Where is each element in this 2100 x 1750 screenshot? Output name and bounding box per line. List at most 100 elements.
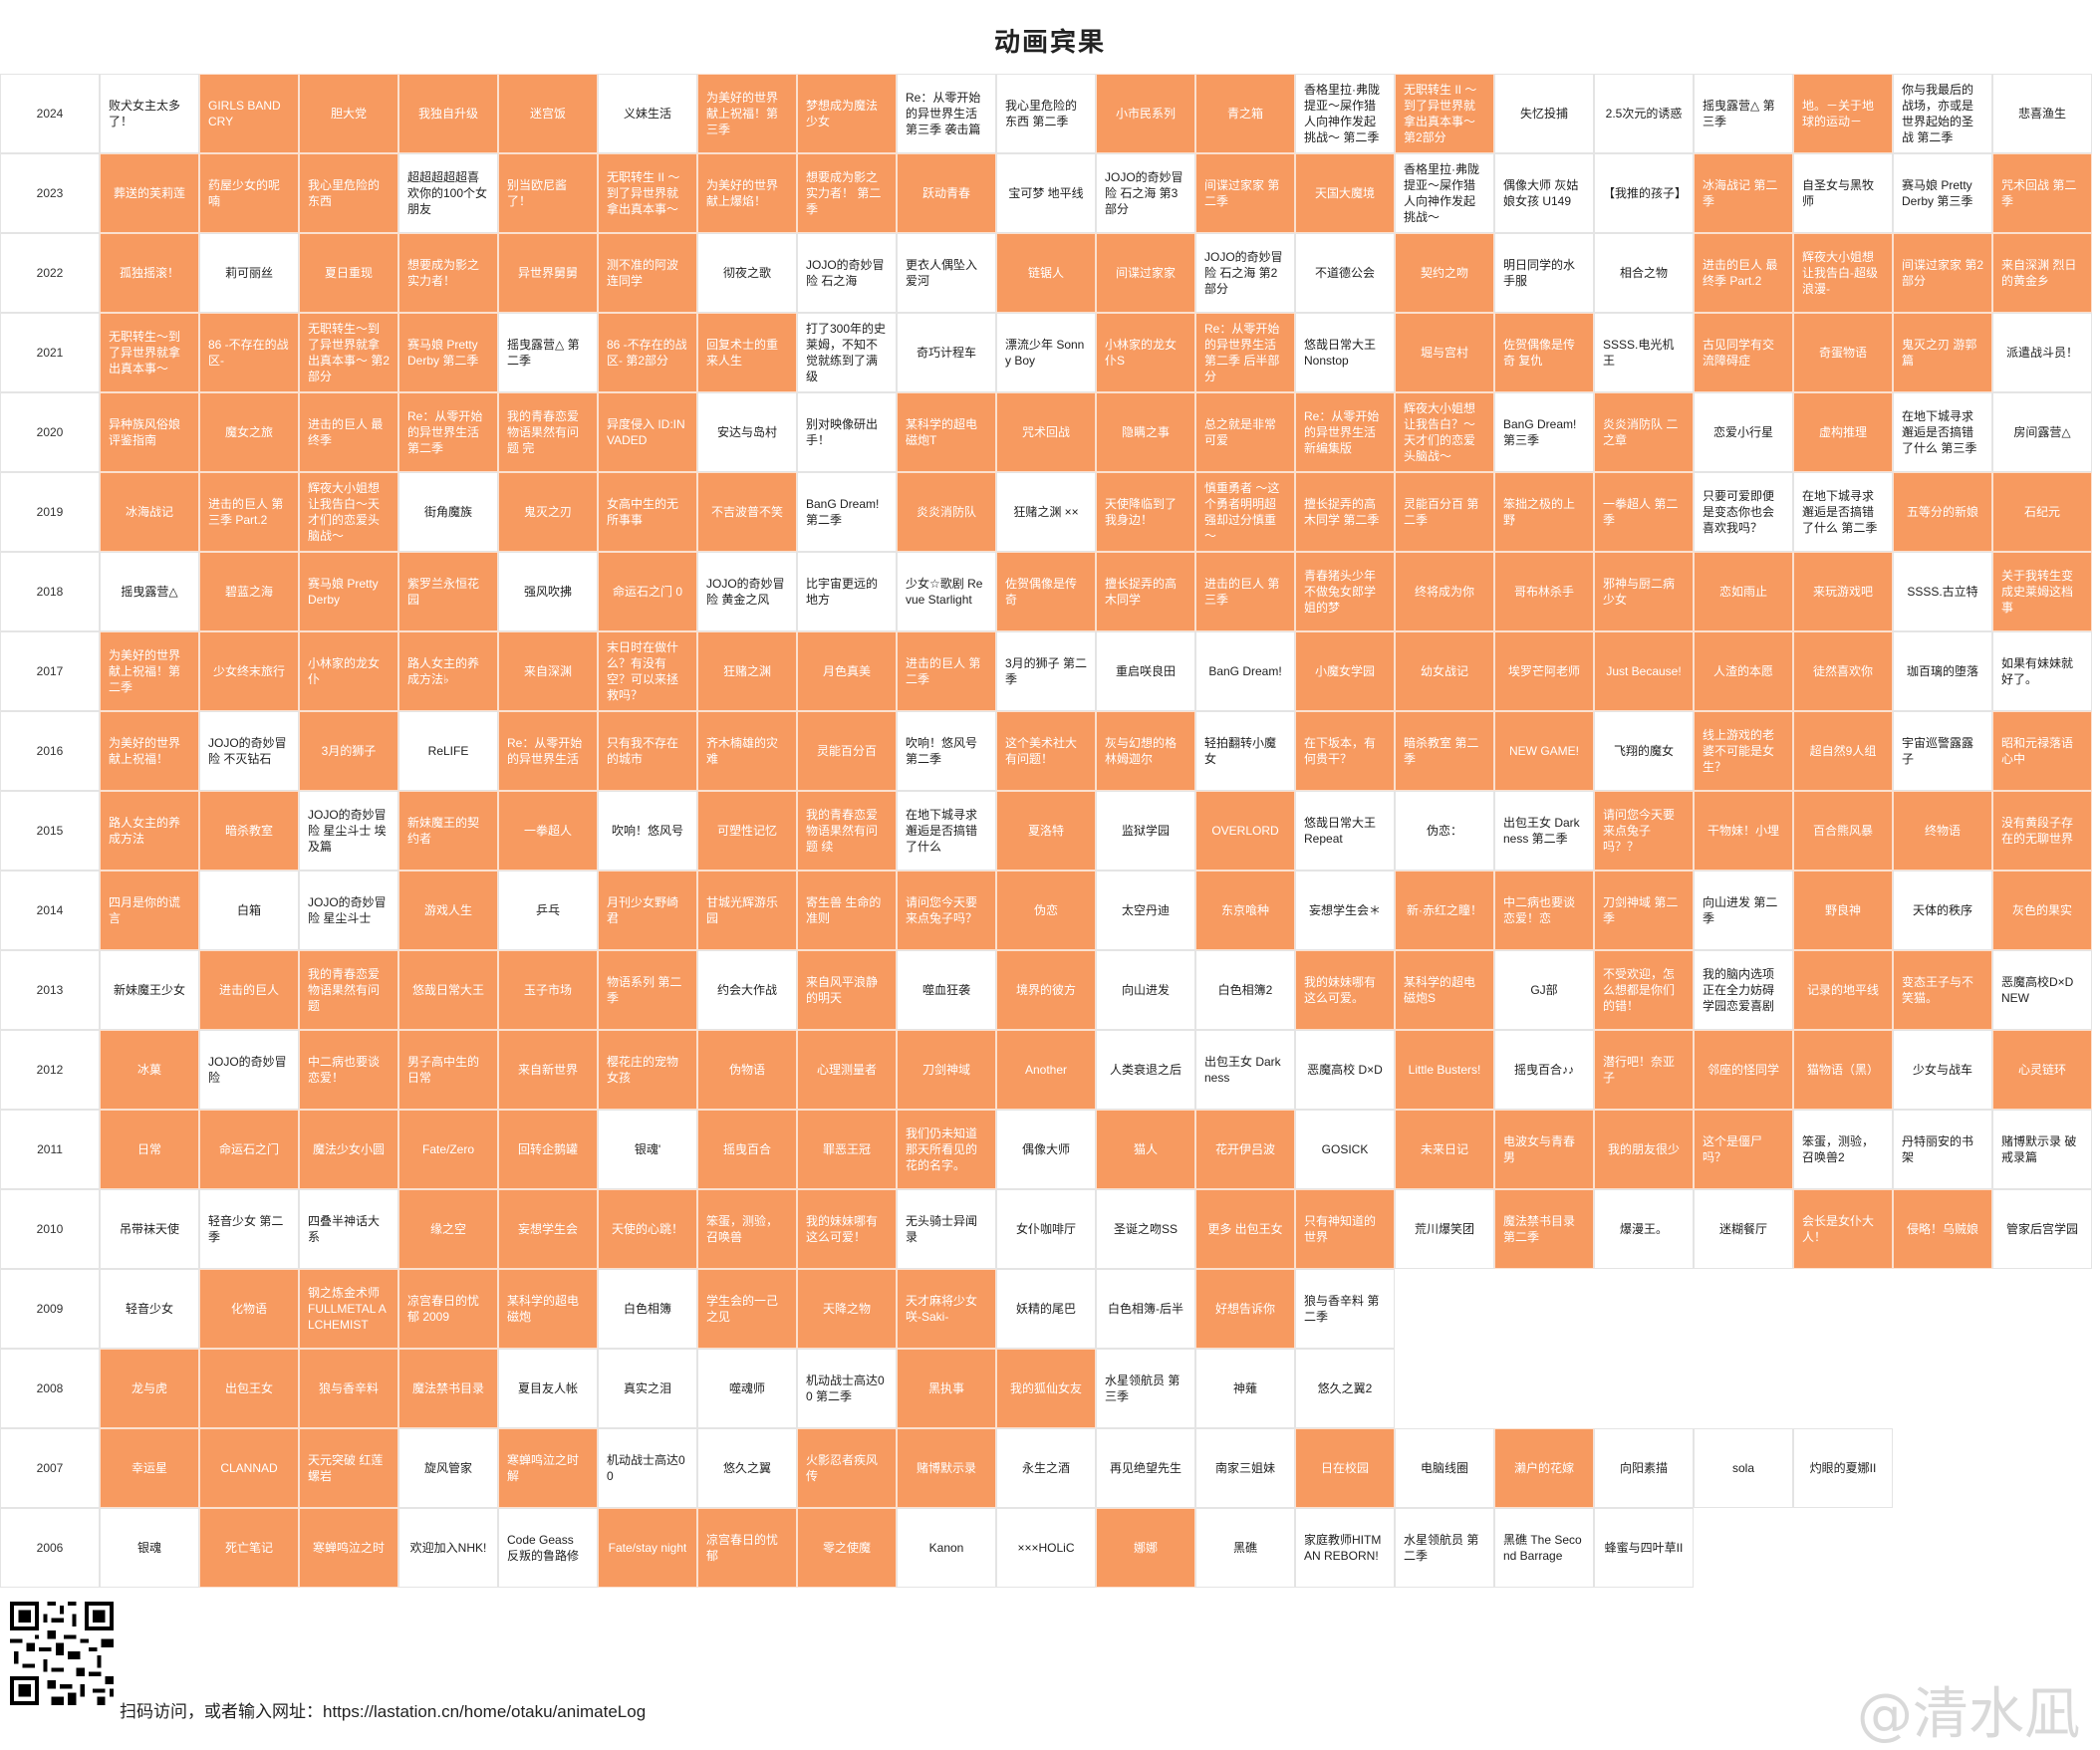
anime-cell[interactable]: 赌博默示录 破戒录篇	[1992, 1110, 2092, 1189]
anime-cell-watched[interactable]: 为美好的世界献上祝福！第三季	[697, 74, 797, 153]
anime-cell-watched[interactable]: 这个是僵尸吗？	[1694, 1110, 1793, 1189]
anime-cell-watched[interactable]: 野良神	[1793, 871, 1893, 950]
anime-cell[interactable]: BanG Dream! 第三季	[1494, 392, 1594, 472]
anime-cell[interactable]: 乒乓	[498, 871, 598, 950]
anime-cell[interactable]: 【我推的孩子】	[1594, 153, 1694, 233]
anime-cell-watched[interactable]: 不受欢迎，怎么想都是你们的错！	[1594, 950, 1694, 1030]
anime-cell[interactable]: 机动战士高达00 第二季	[797, 1349, 897, 1428]
anime-cell[interactable]: 珈百璃的堕落	[1893, 631, 1992, 711]
anime-cell-watched[interactable]: 小市民系列	[1096, 74, 1195, 153]
anime-cell-watched[interactable]: 跃动青春	[897, 153, 996, 233]
anime-cell[interactable]: 悠久之翼	[697, 1428, 797, 1508]
anime-cell[interactable]: 新妹魔王少女	[100, 950, 199, 1030]
anime-cell-watched[interactable]: 寄生兽 生命的准则	[797, 871, 897, 950]
anime-cell-watched[interactable]: 摇曳百合	[697, 1110, 797, 1189]
anime-cell-watched[interactable]: 咒术回战	[996, 392, 1096, 472]
anime-cell-watched[interactable]: 测不准的阿波连同学	[598, 233, 697, 313]
anime-cell-watched[interactable]: Re：从零开始的异世界生活 新编集版	[1295, 392, 1395, 472]
anime-cell-watched[interactable]: Re：从零开始的异世界生活 第二季	[398, 392, 498, 472]
anime-cell-watched[interactable]: 龙与虎	[100, 1349, 199, 1428]
anime-cell-watched[interactable]: OVERLORD	[1195, 791, 1295, 871]
anime-cell[interactable]: 摇曳露营△ 第二季	[498, 313, 598, 392]
anime-cell-watched[interactable]: 86 -不存在的战区-	[199, 313, 299, 392]
anime-cell-watched[interactable]: 境界的彼方	[996, 950, 1096, 1030]
anime-cell[interactable]: 欢迎加入NHK!	[398, 1508, 498, 1588]
anime-cell[interactable]: 白色相簿-后半	[1096, 1269, 1195, 1349]
anime-cell[interactable]: 街角魔族	[398, 472, 498, 552]
anime-cell-watched[interactable]: 胆大党	[299, 74, 398, 153]
anime-cell[interactable]: Code Geass 反叛的鲁路修	[498, 1508, 598, 1588]
anime-cell[interactable]: 更衣人偶坠入爱河	[897, 233, 996, 313]
anime-cell[interactable]: 3月的狮子 第二季	[996, 631, 1096, 711]
anime-cell-watched[interactable]: 总之就是非常可爱	[1195, 392, 1295, 472]
anime-cell-watched[interactable]: 路人女主的养成方法♭	[398, 631, 498, 711]
anime-cell-watched[interactable]: 中二病也要谈恋爱！恋	[1494, 871, 1594, 950]
anime-cell-watched[interactable]: 青春猪头少年不做兔女郎学姐的梦	[1295, 552, 1395, 631]
anime-cell-watched[interactable]: 魔法禁书目录 第二季	[1494, 1189, 1594, 1269]
anime-cell-watched[interactable]: 物语系列 第二季	[598, 950, 697, 1030]
anime-cell-watched[interactable]: 学生会的一己之见	[697, 1269, 797, 1349]
anime-cell[interactable]: 在地下城寻求邂逅是否搞错了什么	[897, 791, 996, 871]
anime-cell[interactable]: 宝可梦 地平线	[996, 153, 1096, 233]
anime-cell[interactable]: 宇宙巡警露露子	[1893, 711, 1992, 791]
anime-cell-watched[interactable]: 无职转生～到了异世界就拿出真本事～ 第2部分	[299, 313, 398, 392]
anime-cell-watched[interactable]: 寒蝉鸣泣之时	[299, 1508, 398, 1588]
anime-cell[interactable]: 白箱	[199, 871, 299, 950]
anime-cell[interactable]: 恋爱小行星	[1694, 392, 1793, 472]
anime-cell-watched[interactable]: 无职转生 II ～到了异世界就拿出真本事～ 第2部分	[1395, 74, 1494, 153]
anime-cell-watched[interactable]: 幸运星	[100, 1428, 199, 1508]
anime-cell-watched[interactable]: 火影忍者疾风传	[797, 1428, 897, 1508]
anime-cell-watched[interactable]: 我的狐仙女友	[996, 1349, 1096, 1428]
anime-cell-watched[interactable]: 末日时在做什么？有没有空？可以来拯救吗？	[598, 631, 697, 711]
anime-cell-watched[interactable]: 鬼灭之刃 游郭篇	[1893, 313, 1992, 392]
anime-cell[interactable]: ×××HOLiC	[996, 1508, 1096, 1588]
anime-cell[interactable]: GJ部	[1494, 950, 1594, 1030]
anime-cell-watched[interactable]: 少女终末旅行	[199, 631, 299, 711]
anime-cell[interactable]: 超超超超超喜欢你的100个女朋友	[398, 153, 498, 233]
anime-cell-watched[interactable]: 刀剑神域	[897, 1030, 996, 1110]
anime-cell[interactable]: ReLIFE	[398, 711, 498, 791]
anime-cell-watched[interactable]: 命运石之门 0	[598, 552, 697, 631]
anime-cell-watched[interactable]: 天才麻将少女 咲-Saki-	[897, 1269, 996, 1349]
anime-cell[interactable]: 轻拍翻转小魔女	[1195, 711, 1295, 791]
anime-cell[interactable]: Re：从零开始的异世界生活 第三季 袭击篇	[897, 74, 996, 153]
anime-cell-watched[interactable]: 路人女主的养成方法	[100, 791, 199, 871]
anime-cell-watched[interactable]: 凉宫春日的忧郁	[697, 1508, 797, 1588]
anime-cell-watched[interactable]: 命运石之门	[199, 1110, 299, 1189]
anime-cell[interactable]: 派遣战斗员！	[1992, 313, 2092, 392]
anime-cell-watched[interactable]: 我的妹妹哪有这么可爱。	[1295, 950, 1395, 1030]
anime-cell-watched[interactable]: CLANNAD	[199, 1428, 299, 1508]
anime-cell[interactable]: 我心里危险的东西 第二季	[996, 74, 1096, 153]
anime-cell[interactable]: 恶魔高校D×D NEW	[1992, 950, 2092, 1030]
anime-cell[interactable]: 向阳素描	[1594, 1428, 1694, 1508]
anime-cell[interactable]: 夏目友人帐	[498, 1349, 598, 1428]
anime-cell-watched[interactable]: 赌博默示录	[897, 1428, 996, 1508]
anime-cell-watched[interactable]: 辉夜大小姐想让我告白-超级浪漫-	[1793, 233, 1893, 313]
anime-cell[interactable]: 恶魔高校 D×D	[1295, 1030, 1395, 1110]
anime-cell[interactable]: 彻夜之歌	[697, 233, 797, 313]
anime-cell[interactable]: 狂赌之渊 ××	[996, 472, 1096, 552]
anime-cell-watched[interactable]: 天降之物	[797, 1269, 897, 1349]
anime-cell-watched[interactable]: 擅长捉弄的高木同学	[1096, 552, 1195, 631]
anime-cell-watched[interactable]: 碧蓝之海	[199, 552, 299, 631]
anime-cell[interactable]: 银魂	[100, 1508, 199, 1588]
anime-cell[interactable]: 女仆咖啡厅	[996, 1189, 1096, 1269]
anime-cell-watched[interactable]: 电波女与青春男	[1494, 1110, 1594, 1189]
anime-cell-watched[interactable]: 邪神与厨二病少女	[1594, 552, 1694, 631]
anime-cell-watched[interactable]: 在下坂本，有何贵干？	[1295, 711, 1395, 791]
anime-cell[interactable]: 出包王女 Darkness	[1195, 1030, 1295, 1110]
anime-cell-watched[interactable]: 地。－关于地球的运动－	[1793, 74, 1893, 153]
anime-cell[interactable]: 重启咲良田	[1096, 631, 1195, 711]
anime-cell[interactable]: 你与我最后的战场，亦或是世界起始的圣战 第二季	[1893, 74, 1992, 153]
anime-cell[interactable]: 在地下城寻求邂逅是否搞错了什么 第三季	[1893, 392, 1992, 472]
anime-cell[interactable]: 再见绝望先生	[1096, 1428, 1195, 1508]
anime-cell-watched[interactable]: 暗杀教室	[199, 791, 299, 871]
anime-cell-watched[interactable]: 新·赤红之瞳！	[1395, 871, 1494, 950]
anime-cell-watched[interactable]: 隐瞒之事	[1096, 392, 1195, 472]
anime-cell[interactable]: 赛马娘 Pretty Derby 第三季	[1893, 153, 1992, 233]
anime-cell-watched[interactable]: 终物语	[1893, 791, 1992, 871]
anime-cell-watched[interactable]: 夏日重现	[299, 233, 398, 313]
anime-cell-watched[interactable]: 进击的巨人 第三季 Part.2	[199, 472, 299, 552]
anime-cell-watched[interactable]: 我的青春恋爱物语果然有问题	[299, 950, 398, 1030]
anime-cell-watched[interactable]: 来自深渊	[498, 631, 598, 711]
